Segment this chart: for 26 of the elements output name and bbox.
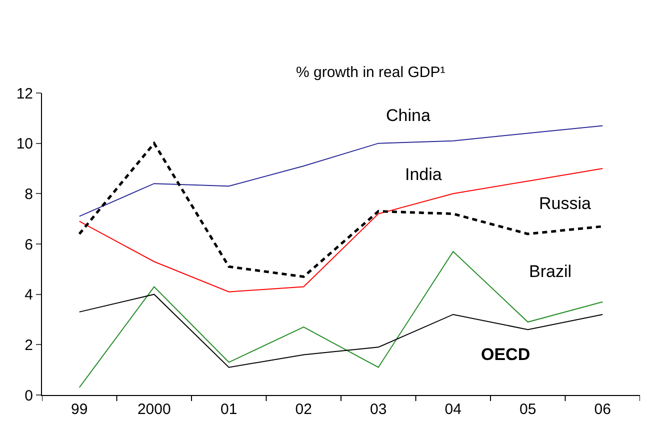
y-tick-label: 2 bbox=[24, 336, 33, 354]
x-tick-label: 04 bbox=[444, 401, 462, 418]
y-tick-label: 10 bbox=[16, 136, 33, 153]
y-tick-label: 12 bbox=[16, 85, 33, 102]
x-tick-label: 99 bbox=[71, 401, 88, 418]
y-tick-label: 0 bbox=[24, 387, 33, 404]
line-series bbox=[78, 251, 604, 388]
x-tick-label: 2000 bbox=[137, 401, 171, 418]
y-tick-label: 4 bbox=[24, 286, 33, 304]
x-tick-label: 03 bbox=[370, 401, 387, 418]
chart-subtitle: % growth in real GDP¹ bbox=[296, 64, 446, 81]
series-label: OECD bbox=[481, 345, 530, 364]
line-series bbox=[78, 168, 604, 292]
series-label: India bbox=[405, 165, 442, 184]
x-tick-label: 05 bbox=[520, 401, 536, 418]
series-label: China bbox=[386, 106, 431, 125]
series-label: Brazil bbox=[529, 262, 572, 281]
x-tick-label: 01 bbox=[220, 401, 238, 418]
line-series bbox=[78, 294, 604, 368]
y-tick-label: 8 bbox=[24, 186, 33, 203]
line-series bbox=[78, 142, 604, 278]
series-label: Russia bbox=[539, 194, 592, 213]
x-tick-label: 02 bbox=[295, 401, 312, 418]
line-series bbox=[78, 125, 604, 217]
x-tick-label: 06 bbox=[594, 401, 611, 418]
y-tick-label: 6 bbox=[24, 236, 33, 254]
